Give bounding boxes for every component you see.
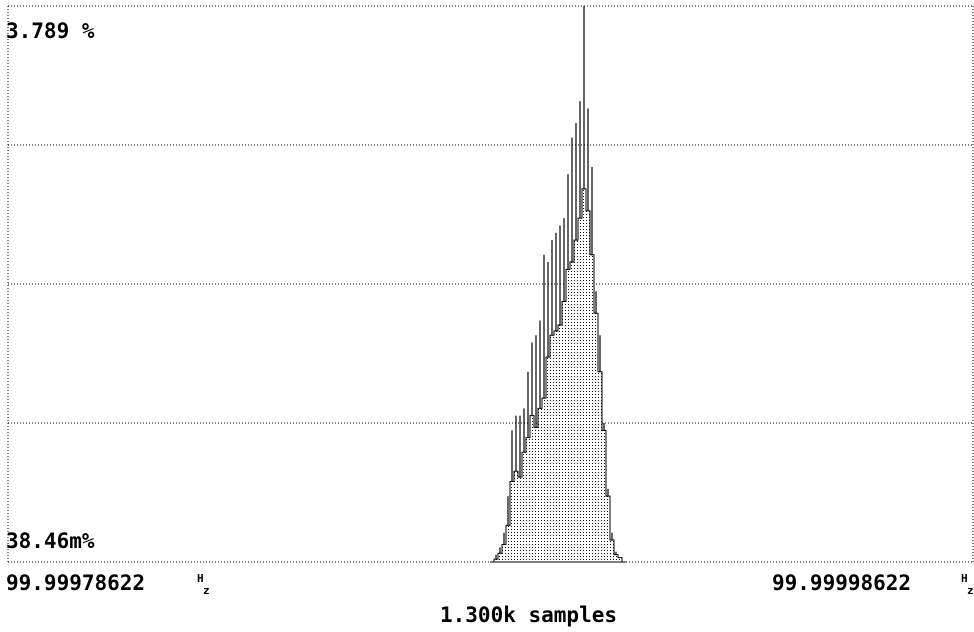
x-max-unit-top: H [961, 572, 968, 585]
histogram-series [490, 6, 626, 563]
x-max-unit-bottom: z [967, 584, 974, 597]
samples-label: 1.300k samples [440, 603, 617, 627]
grid-lines [8, 5, 973, 424]
y-max-label: 3.789 % [6, 19, 95, 43]
histogram-fill [490, 188, 626, 563]
x-min-label: 99.99978622 [6, 571, 145, 595]
x-min-unit-bottom: z [203, 584, 210, 597]
x-max-label: 99.99998622 [772, 571, 911, 595]
x-min-unit-top: H [197, 572, 204, 585]
y-min-label: 38.46m% [6, 529, 95, 553]
